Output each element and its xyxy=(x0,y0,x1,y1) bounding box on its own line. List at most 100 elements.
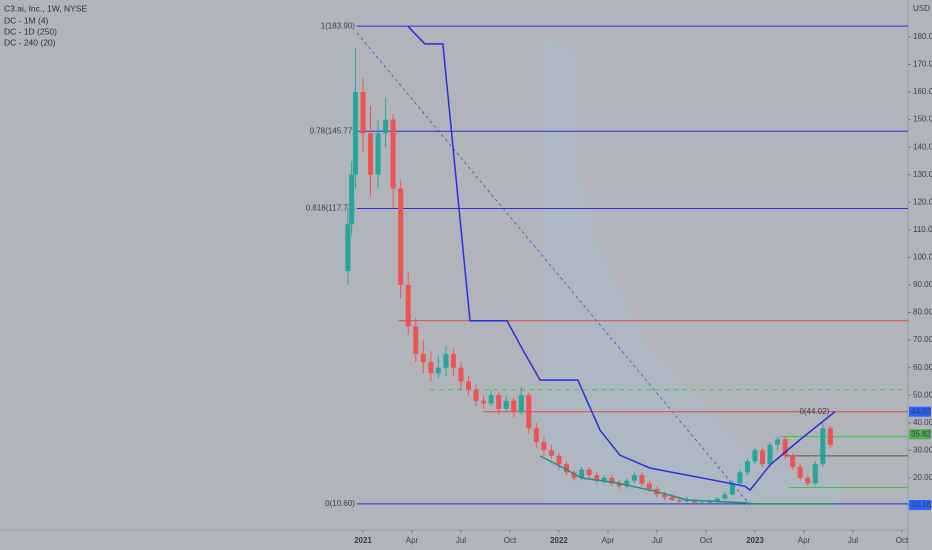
y-tick-label: 130.00 xyxy=(913,170,932,179)
candle-body xyxy=(752,450,758,462)
candle-body xyxy=(624,480,630,487)
level-label: 0(10.60) xyxy=(325,499,355,508)
candle-body xyxy=(503,400,509,410)
candle-body xyxy=(601,477,607,481)
candle-body xyxy=(533,428,539,443)
x-tick-label: Oct xyxy=(896,536,909,545)
candle-body xyxy=(820,428,826,465)
candle-body xyxy=(435,367,441,374)
x-tick-label: Apr xyxy=(406,536,419,545)
candle-body xyxy=(473,389,479,401)
symbol: C3.ai, Inc., 1W, NYSE xyxy=(4,3,87,13)
candle-body xyxy=(466,381,472,390)
candle-body xyxy=(662,494,668,498)
donchian-line xyxy=(407,25,836,492)
candle-body xyxy=(571,472,577,478)
candle-body xyxy=(579,469,585,478)
price-tag xyxy=(909,500,931,511)
candle-body xyxy=(812,464,818,484)
x-tick-label: 2021 xyxy=(354,536,372,545)
candle-body xyxy=(383,119,389,134)
y-tick-label: 120.00 xyxy=(913,197,932,206)
x-tick-label: Oct xyxy=(700,536,713,545)
x-tick-label: Jul xyxy=(456,536,466,545)
candle-body xyxy=(526,395,532,429)
candle-body xyxy=(349,174,355,225)
candle-body xyxy=(782,439,788,456)
indicator: DC - 240 (20) xyxy=(4,37,56,47)
level-label: 1(183.90) xyxy=(321,21,356,30)
candle-body xyxy=(722,494,728,499)
candle-body xyxy=(496,395,502,410)
y-tick-label: 80.00 xyxy=(913,308,932,317)
y-tick-label: 110.00 xyxy=(913,225,932,234)
donchian-line xyxy=(539,455,835,505)
price-tag xyxy=(909,429,931,440)
y-tick-label: 70.00 xyxy=(913,335,932,344)
candle-body xyxy=(616,483,622,487)
candle-body xyxy=(805,477,811,484)
candle-body xyxy=(737,472,743,484)
candle-body xyxy=(692,499,698,503)
price-tag-label: 35.82 xyxy=(911,429,932,438)
y-tick-label: 150.00 xyxy=(913,115,932,124)
price-tag-label: 44.02 xyxy=(911,407,932,416)
volume-shade xyxy=(543,30,840,505)
indicator: DC - 1D (250) xyxy=(4,26,57,36)
y-tick-label: 50.00 xyxy=(913,390,932,399)
candle-body xyxy=(405,284,411,327)
candle-body xyxy=(398,188,404,285)
candle-body xyxy=(511,400,517,412)
candle-body xyxy=(677,499,683,502)
candle-body xyxy=(413,326,419,354)
candle-body xyxy=(360,92,366,134)
candle-body xyxy=(375,133,381,175)
x-tick-label: 2023 xyxy=(746,536,764,545)
candle-body xyxy=(518,395,524,412)
level-label: 0.618(117.77) xyxy=(306,204,356,213)
x-tick-label: Apr xyxy=(798,536,811,545)
candle-body xyxy=(586,469,592,476)
candle-body xyxy=(541,442,547,451)
y-tick-label: 40.00 xyxy=(913,418,932,427)
x-tick-label: Oct xyxy=(504,536,517,545)
candle-body xyxy=(548,450,554,456)
candle-body xyxy=(420,353,426,363)
x-tick-label: Apr xyxy=(602,536,615,545)
candle-body xyxy=(827,428,833,445)
trend-line xyxy=(356,32,751,506)
candle-body xyxy=(775,439,781,445)
price-tag xyxy=(909,406,931,417)
candle-body xyxy=(352,92,358,175)
candle-body xyxy=(714,498,720,502)
candle-body xyxy=(345,224,351,272)
candle-body xyxy=(639,475,645,484)
y-tick-label: 100.00 xyxy=(913,253,932,262)
level-label: 0(44.02) xyxy=(799,407,829,416)
candle-body xyxy=(631,475,637,481)
candle-body xyxy=(646,483,652,489)
candle-body xyxy=(556,455,562,465)
indicator: DC - 1M (4) xyxy=(4,15,49,25)
candle-body xyxy=(428,362,434,374)
x-tick-label: Jul xyxy=(848,536,858,545)
candle-body xyxy=(699,502,705,504)
x-tick-label: 2022 xyxy=(550,536,568,545)
y-tick-label: 20.00 xyxy=(913,473,932,482)
y-tick-label: 160.00 xyxy=(913,87,932,96)
x-tick-label: Jul xyxy=(652,536,662,545)
candle-body xyxy=(481,400,487,404)
candle-body xyxy=(443,353,449,368)
candle-body xyxy=(760,450,766,465)
y-tick-label: 180.00 xyxy=(913,32,932,41)
y-tick-label: 90.00 xyxy=(913,280,932,289)
candle-body xyxy=(790,455,796,467)
candle-body xyxy=(594,475,600,481)
candle-body xyxy=(488,395,494,404)
y-tick-label: 60.00 xyxy=(913,363,932,372)
candle-body xyxy=(707,501,713,503)
currency: USD xyxy=(913,4,930,13)
level-label: 0.78(145.77) xyxy=(310,126,356,135)
candle-body xyxy=(368,133,374,175)
